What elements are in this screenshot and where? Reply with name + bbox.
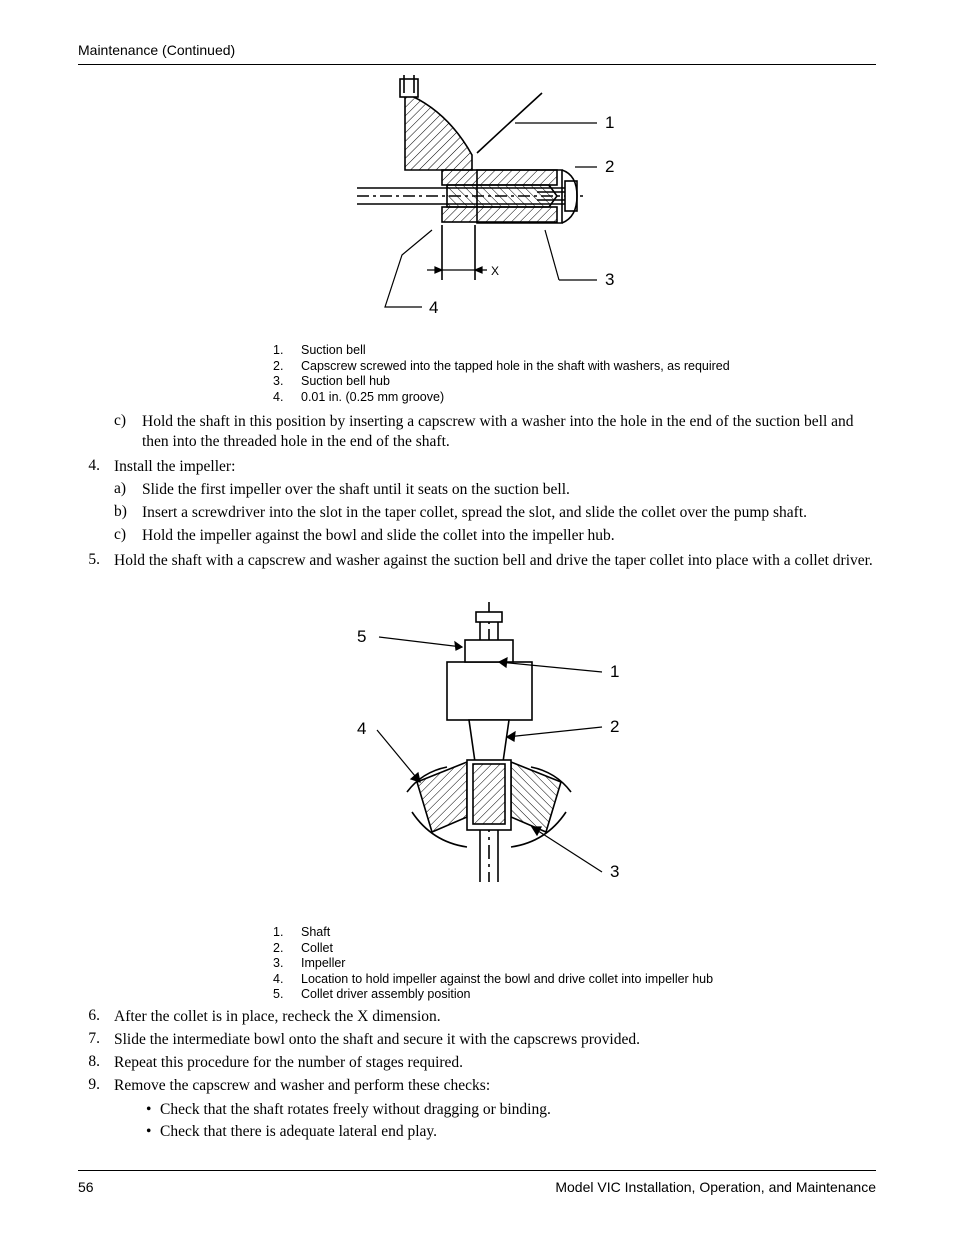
- fig1-leg-3t: Suction bell hub: [301, 374, 390, 390]
- fig1-callout-1: 1: [605, 113, 614, 132]
- step-4c-label: c): [114, 526, 142, 547]
- fig2-leg-1n: 1.: [273, 925, 301, 941]
- fig1-leg-2n: 2.: [273, 359, 301, 375]
- figure-1: 1 2 3 4 X: [118, 75, 876, 335]
- step-4-intro: Install the impeller:: [114, 457, 876, 478]
- step-7-text: Slide the intermediate bowl onto the sha…: [114, 1030, 876, 1051]
- step-4a-text: Slide the first impeller over the shaft …: [142, 480, 876, 501]
- figure-2: 5 1 2 3 4: [118, 582, 876, 917]
- page-number: 56: [78, 1179, 94, 1195]
- step-4b-label: b): [114, 503, 142, 524]
- fig1-callout-4: 4: [429, 298, 438, 317]
- step-4a-label: a): [114, 480, 142, 501]
- fig1-leg-3n: 3.: [273, 374, 301, 390]
- footer-title: Model VIC Installation, Operation, and M…: [555, 1179, 876, 1195]
- fig1-leg-2t: Capscrew screwed into the tapped hole in…: [301, 359, 730, 375]
- page-footer: 56 Model VIC Installation, Operation, an…: [78, 1170, 876, 1195]
- fig2-leg-2n: 2.: [273, 941, 301, 957]
- step-5-text: Hold the shaft with a capscrew and washe…: [114, 551, 876, 572]
- step-6-text: After the collet is in place, recheck th…: [114, 1007, 876, 1028]
- fig2-leg-3n: 3.: [273, 956, 301, 972]
- fig2-leg-3t: Impeller: [301, 956, 345, 972]
- step-9-bullet-2: Check that there is adequate lateral end…: [146, 1121, 876, 1143]
- fig2-leg-2t: Collet: [301, 941, 333, 957]
- fig2-callout-2: 2: [610, 717, 619, 736]
- figure-2-legend: 1.Shaft 2.Collet 3.Impeller 4.Location t…: [273, 925, 876, 1003]
- step-5-num: 5.: [78, 551, 114, 572]
- step-7-num: 7.: [78, 1030, 114, 1051]
- page-header: Maintenance (Continued): [78, 42, 876, 65]
- step-4c-text: Hold the impeller against the bowl and s…: [142, 526, 876, 547]
- step-9-text: Remove the capscrew and washer and perfo…: [114, 1076, 876, 1097]
- fig2-callout-1: 1: [610, 662, 619, 681]
- fig2-leg-5n: 5.: [273, 987, 301, 1003]
- fig1-callout-3: 3: [605, 270, 614, 289]
- step-3c-text: Hold the shaft in this position by inser…: [142, 412, 876, 454]
- step-4b-text: Insert a screwdriver into the slot in th…: [142, 503, 876, 524]
- fig1-leg-1n: 1.: [273, 343, 301, 359]
- fig2-callout-3: 3: [610, 862, 619, 881]
- fig1-leg-4n: 4.: [273, 390, 301, 406]
- fig1-dim-x: X: [491, 264, 499, 278]
- step-3c-label: c): [114, 412, 142, 454]
- step-6-num: 6.: [78, 1007, 114, 1028]
- fig2-leg-5t: Collet driver assembly position: [301, 987, 471, 1003]
- step-4-num: 4.: [78, 457, 114, 549]
- fig1-callout-2: 2: [605, 157, 614, 176]
- fig2-callout-5: 5: [357, 627, 366, 646]
- step-9-num: 9.: [78, 1076, 114, 1144]
- step-8-num: 8.: [78, 1053, 114, 1074]
- fig2-leg-4t: Location to hold impeller against the bo…: [301, 972, 713, 988]
- fig1-leg-1t: Suction bell: [301, 343, 366, 359]
- fig2-leg-1t: Shaft: [301, 925, 330, 941]
- fig2-callout-4: 4: [357, 719, 366, 738]
- fig2-leg-4n: 4.: [273, 972, 301, 988]
- fig1-leg-4t: 0.01 in. (0.25 mm groove): [301, 390, 444, 406]
- step-9-bullet-1: Check that the shaft rotates freely with…: [146, 1099, 876, 1121]
- step-8-text: Repeat this procedure for the number of …: [114, 1053, 876, 1074]
- figure-1-legend: 1.Suction bell 2.Capscrew screwed into t…: [273, 343, 876, 406]
